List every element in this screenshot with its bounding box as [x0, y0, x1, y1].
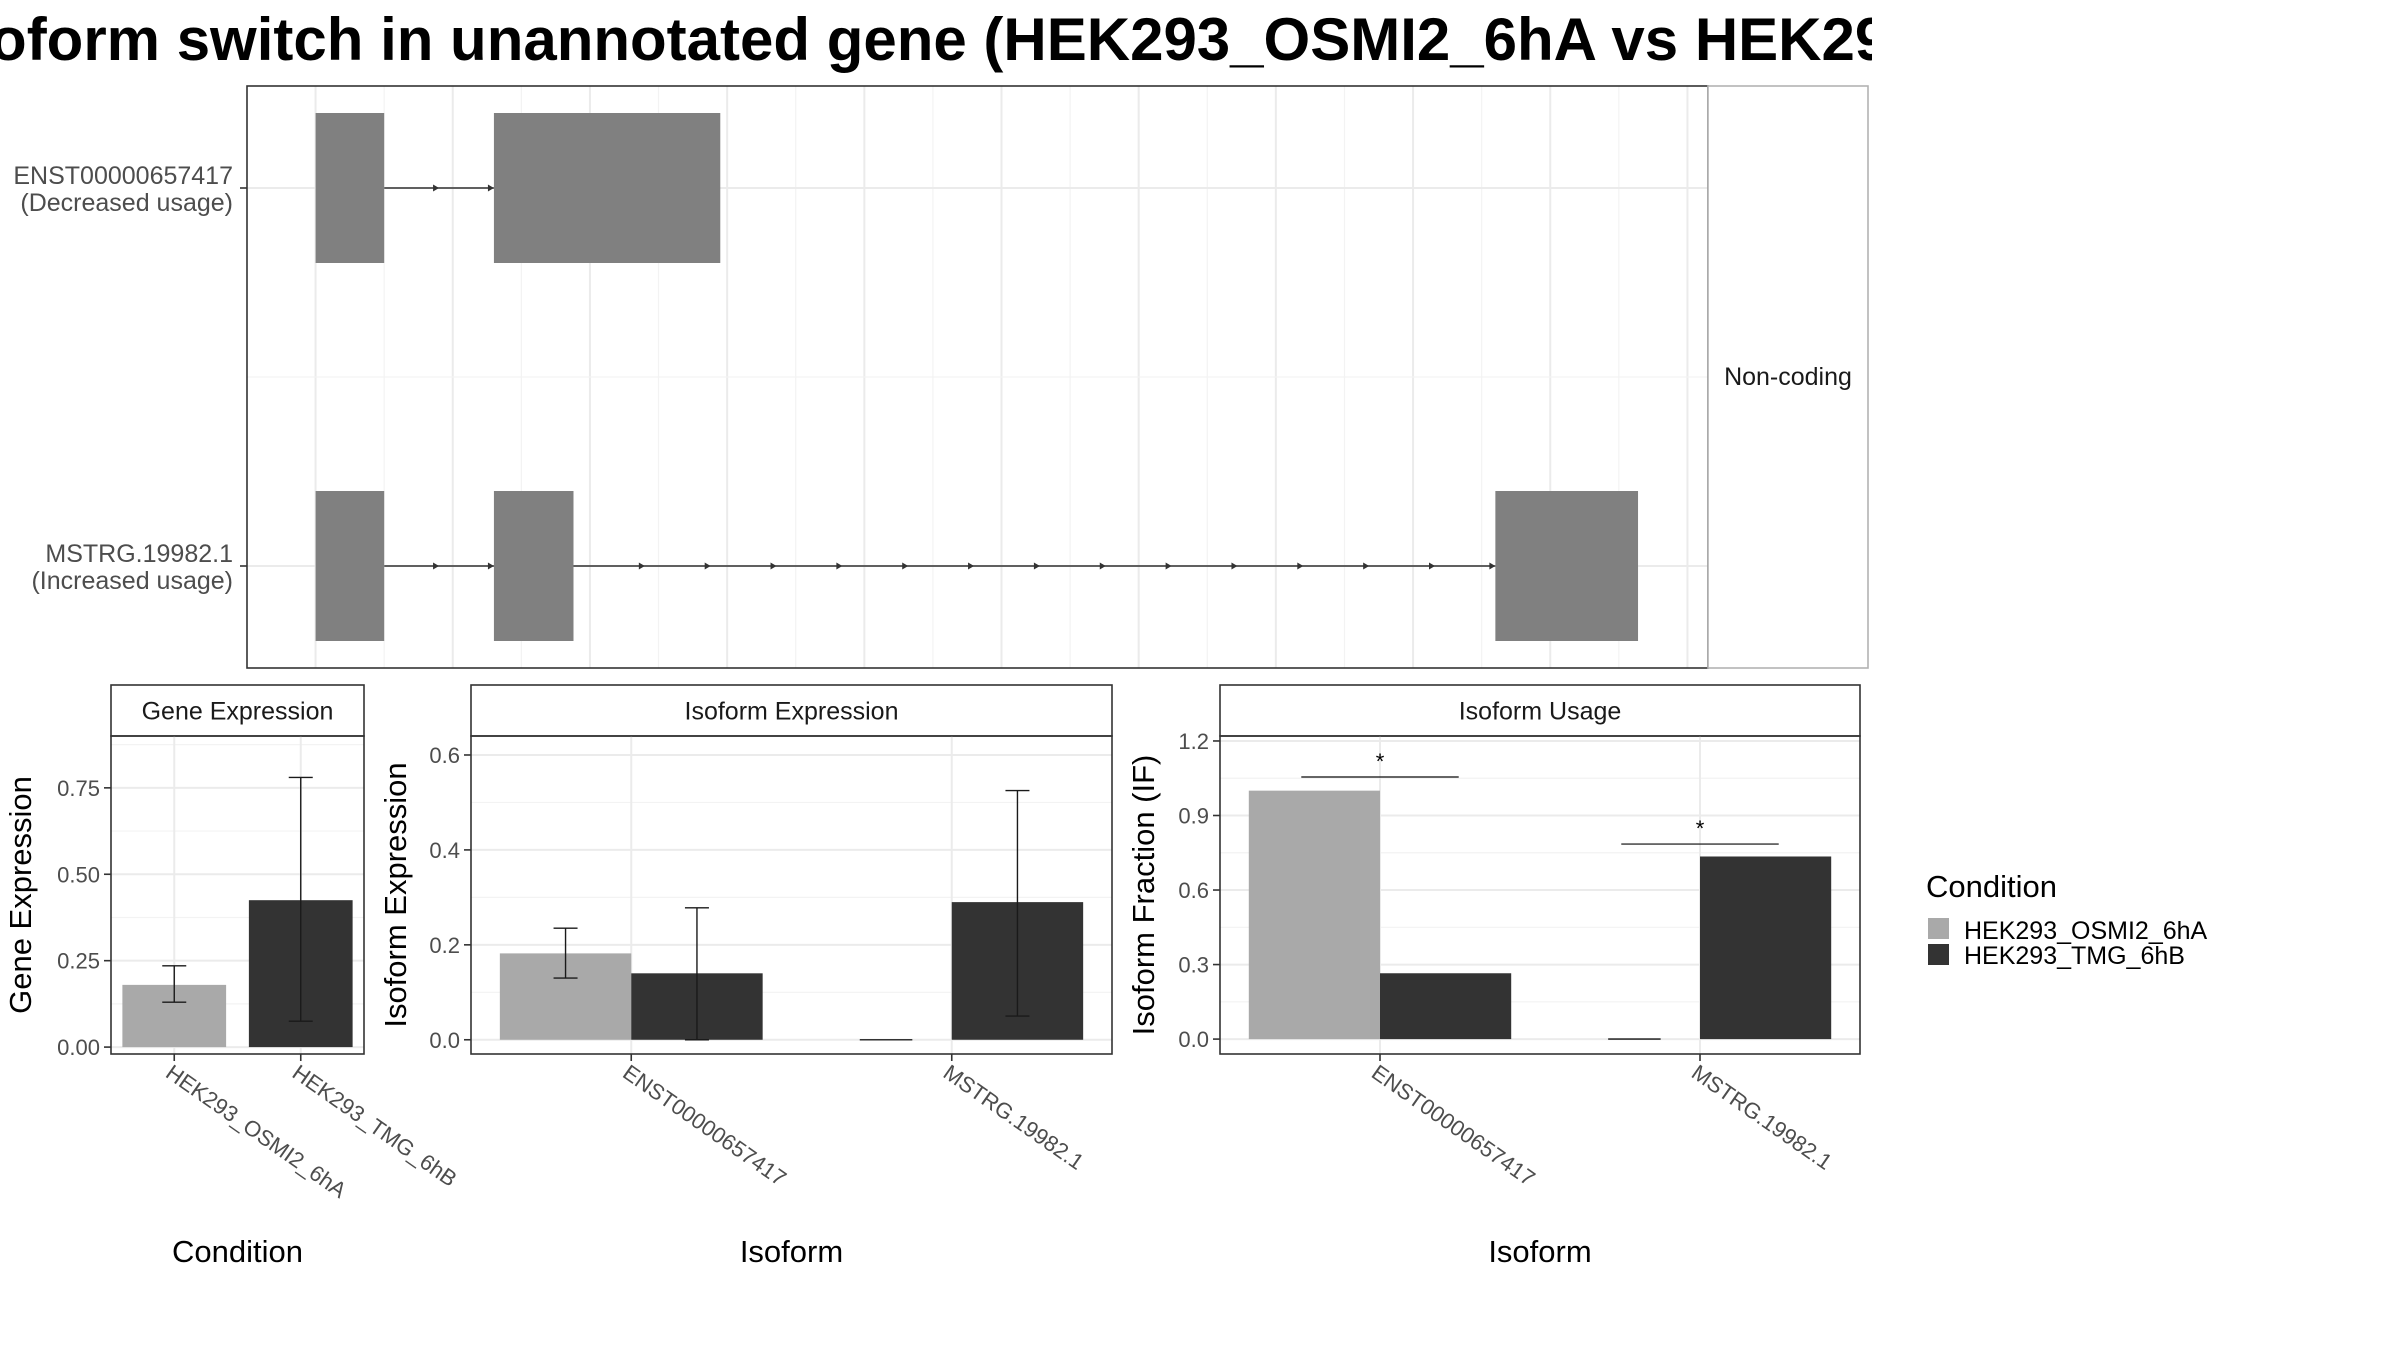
intron-direction-arrow: [1489, 562, 1496, 570]
panel-strip: [1219, 684, 1861, 737]
x-tick-label: ENST00000657417: [1367, 1060, 1540, 1191]
intron-direction-arrow: [704, 562, 711, 570]
intron-direction-arrow: [1297, 562, 1304, 570]
intron-direction-arrow: [1033, 562, 1040, 570]
isoform-structure-panel: ENST00000657417(Decreased usage) MSTRG.19…: [13, 85, 1869, 669]
x-tick-label: ENST00000657417: [618, 1060, 791, 1191]
intron-direction-arrow: [1165, 562, 1172, 570]
y-tick-label: 0.6: [429, 743, 460, 768]
x-axis-title: Isoform: [740, 1234, 843, 1269]
isoform-usage-label: (Decreased usage): [20, 189, 233, 217]
intron-direction-arrow: [770, 562, 777, 570]
x-axis-title: Condition: [172, 1234, 303, 1269]
significance-marker: *: [1376, 749, 1385, 774]
y-tick-label: 0.75: [57, 776, 100, 801]
x-tick-label: MSTRG.19982.1: [1687, 1060, 1837, 1175]
y-axis-title: Isoform Expression: [378, 762, 413, 1027]
intron-direction-arrow: [487, 562, 494, 570]
intron-direction-arrow: [1429, 562, 1436, 570]
intron-direction-arrow: [902, 562, 909, 570]
exon-block: [1495, 491, 1639, 641]
panel-strip: [470, 684, 1113, 737]
panel-strip-label: Isoform Expression: [685, 698, 899, 726]
panel-border: [1219, 735, 1861, 1055]
legend-swatch-tmg: [1928, 944, 1949, 965]
isoform-expression-panel: Isoform Expression 0.0 0.2 0.4 0.6 ENST000006…: [378, 684, 1113, 1269]
y-tick-label: 0.4: [429, 838, 460, 863]
y-tick-label: 0.6: [1178, 878, 1209, 903]
intron-direction-arrow: [1099, 562, 1106, 570]
condition-legend: Condition HEK293_OSMI2_6hA HEK293_TMG_6h…: [1926, 869, 2208, 970]
facet-strip-label: Non-coding: [1724, 363, 1852, 391]
legend-title: Condition: [1926, 869, 2057, 904]
panel-border: [110, 735, 365, 1055]
bar: [1248, 790, 1380, 1040]
exon-block: [315, 491, 385, 641]
intron-direction-arrow: [433, 184, 440, 192]
y-axis-title: Gene Expression: [3, 776, 38, 1014]
bar: [1380, 973, 1512, 1040]
y-tick-label: 0.25: [57, 949, 100, 974]
legend-label-tmg: HEK293_TMG_6hB: [1964, 942, 2185, 970]
legend-label-osmi2: HEK293_OSMI2_6hA: [1964, 917, 2208, 945]
intron-direction-arrow: [433, 562, 440, 570]
intron-direction-arrow: [1363, 562, 1370, 570]
panel-strip-label: Isoform Usage: [1459, 698, 1622, 726]
x-axis-title: Isoform: [1488, 1234, 1591, 1269]
y-tick-label: 0.3: [1178, 953, 1209, 978]
exon-block: [493, 491, 574, 641]
panel-border: [470, 735, 1113, 1055]
y-tick-label: 0.0: [1178, 1027, 1209, 1052]
intron-direction-arrow: [638, 562, 645, 570]
y-tick-label: 0.50: [57, 862, 100, 887]
significance-marker: *: [1696, 816, 1705, 841]
intron-direction-arrow: [1231, 562, 1238, 570]
exon-block: [493, 113, 721, 263]
isoform-label: MSTRG.19982.1: [45, 540, 233, 568]
y-tick-label: 0.9: [1178, 804, 1209, 829]
bar: [1700, 856, 1832, 1040]
y-tick-label: 0.0: [429, 1028, 460, 1053]
isoform-usage-label: (Increased usage): [31, 567, 233, 595]
facet-strip: [1707, 85, 1869, 669]
isoform-usage-panel: Isoform Usage * * 0.0 0.3 0.6 0.9 1.2 ENST000006…: [1126, 684, 1861, 1269]
intron-direction-arrow: [968, 562, 975, 570]
y-tick-label: 1.2: [1178, 729, 1209, 754]
y-axis-title: Isoform Fraction (IF): [1126, 755, 1161, 1036]
x-tick-label: MSTRG.19982.1: [939, 1060, 1089, 1175]
isoform-label: ENST00000657417: [13, 162, 233, 190]
exon-block: [315, 113, 385, 263]
intron-direction-arrow: [487, 184, 494, 192]
y-tick-label: 0.00: [57, 1035, 100, 1060]
intron-direction-arrow: [836, 562, 843, 570]
legend-swatch-osmi2: [1928, 918, 1949, 939]
panel-strip-label: Gene Expression: [142, 698, 334, 726]
figure-title: Isoform switch in unannotated gene (HEK2…: [0, 6, 2255, 73]
y-tick-label: 0.2: [429, 933, 460, 958]
